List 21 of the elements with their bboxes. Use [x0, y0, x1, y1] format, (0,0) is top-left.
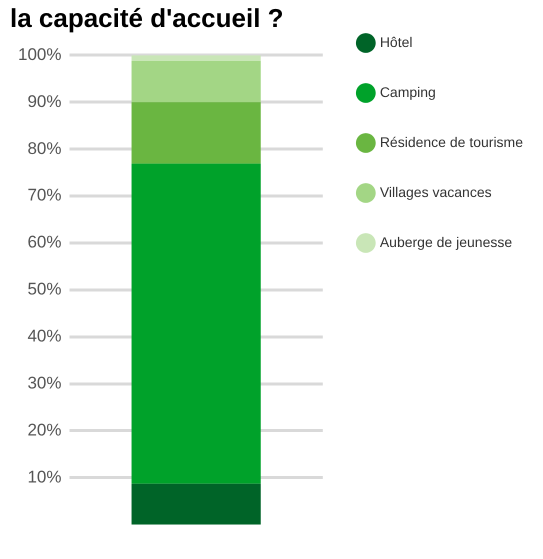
y-tick-label: 70% [27, 186, 62, 205]
y-tick-label: 40% [27, 326, 62, 346]
y-tick-label: 60% [27, 232, 62, 252]
y-tick-label: 50% [27, 280, 62, 299]
y-tick-label: 80% [27, 138, 62, 158]
y-tick-label: 10% [27, 467, 62, 486]
bar [132, 55, 261, 61]
legend-label: Résidence de tourisme [380, 134, 524, 150]
legend-label: Villages vacances [380, 184, 492, 200]
y-tick-label: 100% [18, 44, 62, 64]
y-tick-label: 90% [27, 92, 62, 111]
legend-label: Camping [380, 84, 436, 100]
y-tick-label: 30% [27, 373, 62, 392]
chart-title: la capacité d'accueil ? [10, 2, 284, 33]
bar [132, 60, 261, 102]
legend-label: Auberge de jeunesse [380, 234, 512, 250]
bar [132, 102, 261, 164]
bar [132, 164, 261, 484]
legend-label: Hôtel [380, 34, 412, 50]
bar [132, 484, 261, 525]
y-tick-label: 20% [27, 420, 62, 440]
